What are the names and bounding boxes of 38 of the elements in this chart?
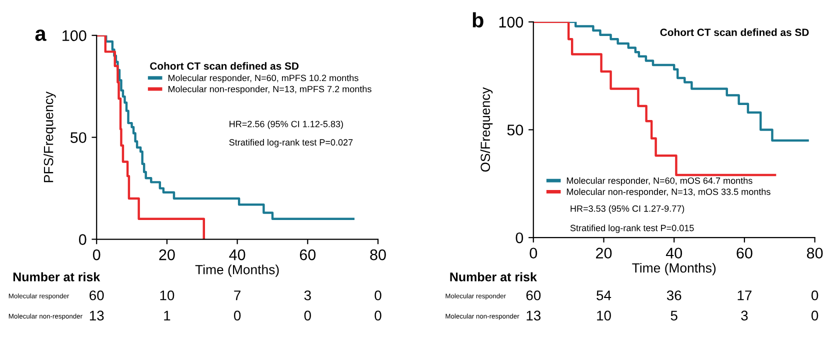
y-axis-title: OS/Frequency bbox=[480, 87, 493, 172]
text: Number at risk bbox=[13, 272, 100, 282]
legend-label: Molecular non-responder, N=13, mOS 33.5 months bbox=[566, 188, 770, 197]
chart-title: b bbox=[472, 12, 484, 28]
y-tick-label: 100 bbox=[62, 30, 86, 42]
text: 60 54 36 17 0 bbox=[526, 290, 818, 300]
chart-title: a bbox=[35, 30, 46, 41]
y-tick-label: 0 bbox=[516, 232, 524, 244]
x-tick-label: 60 bbox=[736, 248, 752, 259]
y-tick-label: 100 bbox=[499, 16, 524, 28]
y-tick-label: 50 bbox=[507, 124, 524, 136]
text: 13 10 5 3 0 bbox=[526, 310, 818, 321]
x-tick-label: 40 bbox=[229, 249, 246, 260]
x-axis-title: Time (Months) bbox=[632, 262, 716, 276]
text: 60 10 7 3 0 bbox=[90, 290, 382, 300]
y-tick-label: 50 bbox=[70, 132, 86, 144]
x-tick-label: 20 bbox=[596, 248, 612, 259]
x-axis-title: Time (Months) bbox=[195, 264, 279, 277]
text: 13 1 0 0 0 bbox=[90, 310, 382, 321]
y-tick-label: 0 bbox=[78, 234, 86, 245]
x-tick-label: 20 bbox=[159, 249, 175, 260]
annotation: HR=3.53 (95% CI 1.27-9.77) bbox=[570, 205, 684, 214]
x-tick-label: 80 bbox=[370, 249, 386, 260]
annotation: HR=2.56 (95% CI 1.12-5.83) bbox=[230, 120, 343, 129]
y-axis-title: PFS/Frequency bbox=[44, 92, 56, 182]
x-tick-label: 40 bbox=[666, 248, 682, 259]
legend-title: Cohort CT scan defined as SD bbox=[150, 62, 299, 70]
x-tick-label: 0 bbox=[530, 248, 538, 259]
annotation: Stratified log-rank test P=0.015 bbox=[570, 224, 694, 233]
legend-title: Cohort CT scan defined as SD bbox=[660, 28, 809, 36]
x-tick-label: 80 bbox=[806, 248, 823, 259]
text: Number at risk bbox=[450, 272, 537, 282]
annotation: Stratified log-rank test P=0.027 bbox=[229, 138, 353, 148]
x-tick-label: 60 bbox=[300, 249, 316, 260]
x-tick-label: 0 bbox=[92, 249, 100, 260]
legend-label: Molecular responder, N=60, mOS 64.7 months bbox=[566, 177, 752, 186]
legend-label: Molecular responder, N=60, mPFS 10.2 months bbox=[168, 74, 358, 83]
legend-label: Molecular non-responder, N=13, mPFS 7.2 months bbox=[168, 86, 372, 94]
